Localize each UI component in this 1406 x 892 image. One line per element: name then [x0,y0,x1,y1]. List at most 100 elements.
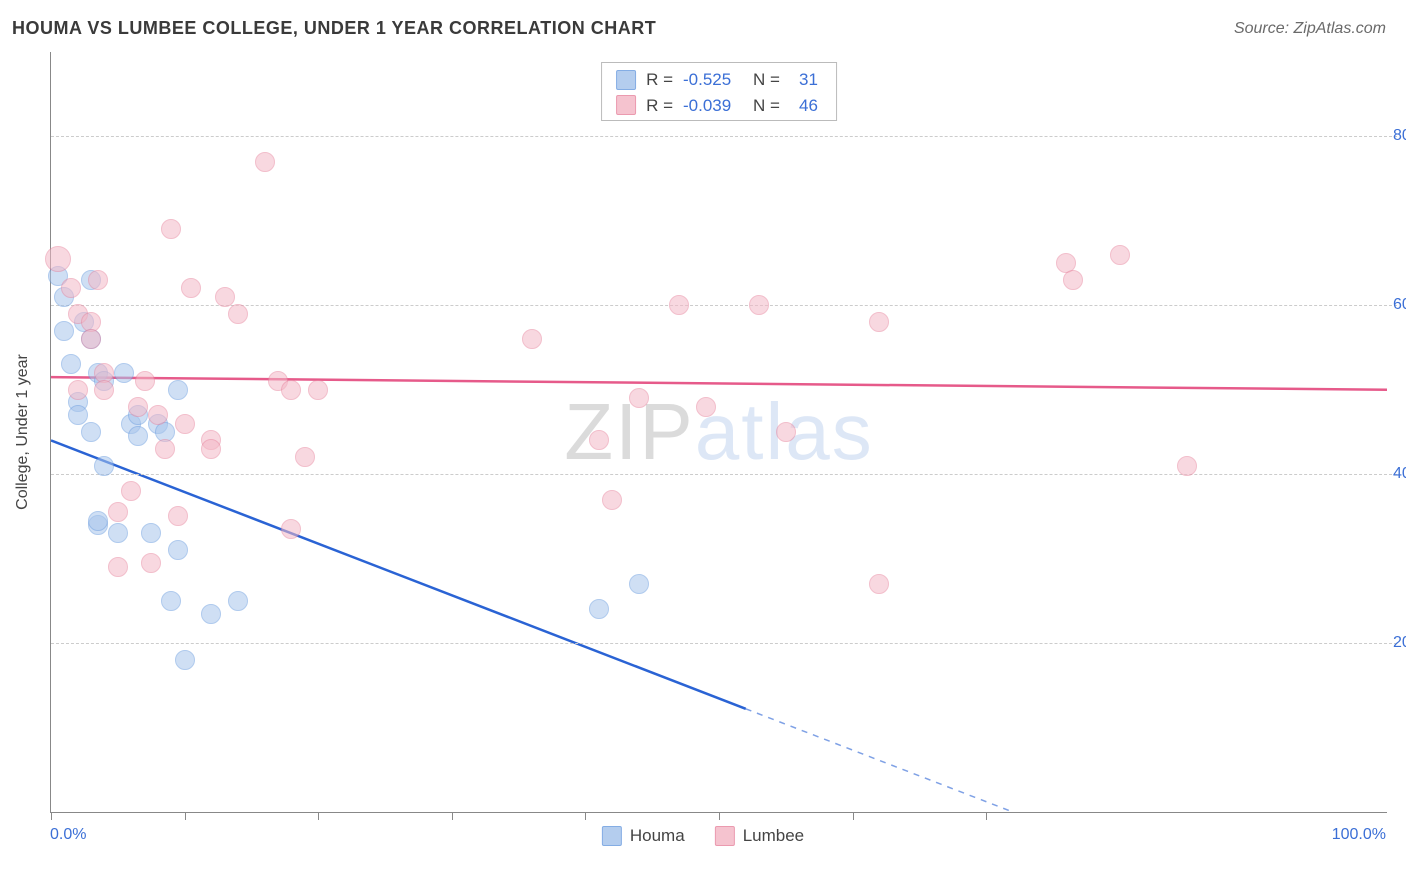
x-tick [185,812,186,820]
watermark: ZIPatlas [564,386,873,478]
chart-header: HOUMA VS LUMBEE COLLEGE, UNDER 1 YEAR CO… [12,18,1386,39]
data-point [161,591,181,611]
stat-n-value: 31 [790,67,818,93]
data-point [61,354,81,374]
data-point [128,426,148,446]
stat-n-label: N = [753,93,780,119]
series-swatch [616,95,636,115]
data-point [168,506,188,526]
data-point [669,295,689,315]
legend-label: Lumbee [743,826,804,846]
y-tick-label: 80.0% [1393,127,1406,145]
data-point [175,414,195,434]
data-point [201,604,221,624]
stat-r-value: -0.525 [683,67,743,93]
stats-row: R = -0.525 N = 31 [616,67,818,93]
data-point [114,363,134,383]
data-point [141,523,161,543]
data-point [696,397,716,417]
data-point [281,519,301,539]
y-axis-title: College, Under 1 year [14,354,32,510]
data-point [749,295,769,315]
x-tick [452,812,453,820]
y-tick-label: 40.0% [1393,465,1406,483]
grid-line [51,305,1397,306]
data-point [228,591,248,611]
data-point [155,439,175,459]
trend-line [51,377,1387,390]
correlation-stats-box: R = -0.525 N = 31 R = -0.039 N = 46 [601,62,837,121]
data-point [108,557,128,577]
data-point [228,304,248,324]
legend-item: Houma [602,826,685,846]
data-point [81,329,101,349]
x-axis-max-label: 100.0% [1332,826,1386,844]
x-tick [318,812,319,820]
data-point [1063,270,1083,290]
data-point [522,329,542,349]
data-point [1177,456,1197,476]
plot-area: ZIPatlas R =-0.525N =31R =-0.039N =46 20… [50,52,1387,813]
data-point [869,574,889,594]
data-point [308,380,328,400]
grid-line [51,643,1397,644]
data-point [776,422,796,442]
trend-line-dashed [746,709,1013,812]
x-tick [585,812,586,820]
legend-swatch [715,826,735,846]
data-point [629,574,649,594]
x-axis-min-label: 0.0% [50,826,86,844]
data-point [141,553,161,573]
source-attribution: Source: ZipAtlas.com [1234,20,1386,38]
data-point [175,650,195,670]
data-point [128,397,148,417]
x-tick [986,812,987,820]
stat-n-label: N = [753,67,780,93]
data-point [201,439,221,459]
data-point [869,312,889,332]
data-point [135,371,155,391]
data-point [54,321,74,341]
y-tick-label: 60.0% [1393,296,1406,314]
stat-r-label: R = [646,67,673,93]
data-point [121,481,141,501]
chart-title: HOUMA VS LUMBEE COLLEGE, UNDER 1 YEAR CO… [12,18,656,39]
data-point [148,405,168,425]
data-point [255,152,275,172]
legend-swatch [602,826,622,846]
series-legend: Houma Lumbee [602,826,804,846]
stats-row: R = -0.039 N = 46 [616,93,818,119]
series-swatch [616,70,636,90]
data-point [295,447,315,467]
data-point [1110,245,1130,265]
stat-r-value: -0.039 [683,93,743,119]
data-point [45,246,71,272]
grid-line [51,474,1397,475]
data-point [629,388,649,408]
data-point [68,405,88,425]
data-point [81,422,101,442]
data-point [61,278,81,298]
data-point [88,511,108,531]
data-point [88,270,108,290]
grid-line [51,136,1397,137]
y-tick-label: 20.0% [1393,634,1406,652]
data-point [161,219,181,239]
x-tick [719,812,720,820]
data-point [215,287,235,307]
stat-n-value: 46 [790,93,818,119]
data-point [94,380,114,400]
data-point [108,502,128,522]
data-point [94,456,114,476]
data-point [589,599,609,619]
x-tick [853,812,854,820]
legend-label: Houma [630,826,685,846]
data-point [168,540,188,560]
legend-item: Lumbee [715,826,804,846]
data-point [108,523,128,543]
data-point [68,380,88,400]
data-point [281,380,301,400]
trend-lines-layer [51,52,1387,812]
data-point [168,380,188,400]
stat-r-label: R = [646,93,673,119]
